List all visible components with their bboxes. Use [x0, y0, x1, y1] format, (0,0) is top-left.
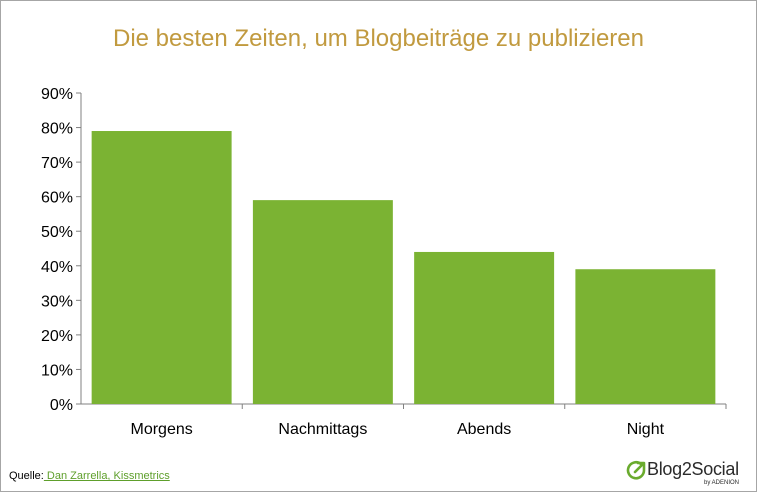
y-tick-label: 90%: [41, 86, 73, 103]
y-tick-label: 0%: [50, 397, 73, 414]
x-tick-label: Night: [627, 421, 665, 438]
y-tick-label: 30%: [41, 293, 73, 310]
bar: [91, 131, 232, 404]
y-tick-label: 70%: [41, 155, 73, 172]
source-link[interactable]: Dan Zarrella, Kissmetrics: [43, 470, 170, 482]
y-tick-label: 50%: [41, 224, 73, 241]
bar: [252, 200, 393, 404]
source-label: Quelle:: [9, 470, 44, 482]
x-labels: Morgens Nachmittags Abends Night: [131, 404, 727, 438]
y-tick-label: 20%: [41, 328, 73, 345]
x-tick-label: Morgens: [131, 421, 193, 438]
chart-title: Die besten Zeiten, um Blogbeiträge zu pu…: [113, 25, 644, 52]
y-tick-label: 80%: [41, 121, 73, 138]
bar: [575, 269, 716, 404]
x-tick-label: Nachmittags: [278, 421, 367, 438]
y-tick-label: 60%: [41, 190, 73, 207]
arrow-circle-icon: [626, 460, 646, 480]
y-tick-label: 40%: [41, 259, 73, 276]
logo-name: Blog2Social: [647, 459, 739, 479]
blog2social-logo: Blog2Social by ADENION: [625, 457, 751, 489]
logo-sub: by ADENION: [704, 480, 740, 486]
y-tick-label: 10%: [41, 362, 73, 379]
source-note: Quelle: Dan Zarrella, Kissmetrics: [9, 470, 170, 482]
x-tick-label: Abends: [457, 421, 511, 438]
bars: [91, 131, 716, 404]
y-ticks: 0% 10% 20% 30% 40% 50% 60% 70% 80% 90%: [41, 86, 81, 414]
bar: [414, 251, 555, 404]
